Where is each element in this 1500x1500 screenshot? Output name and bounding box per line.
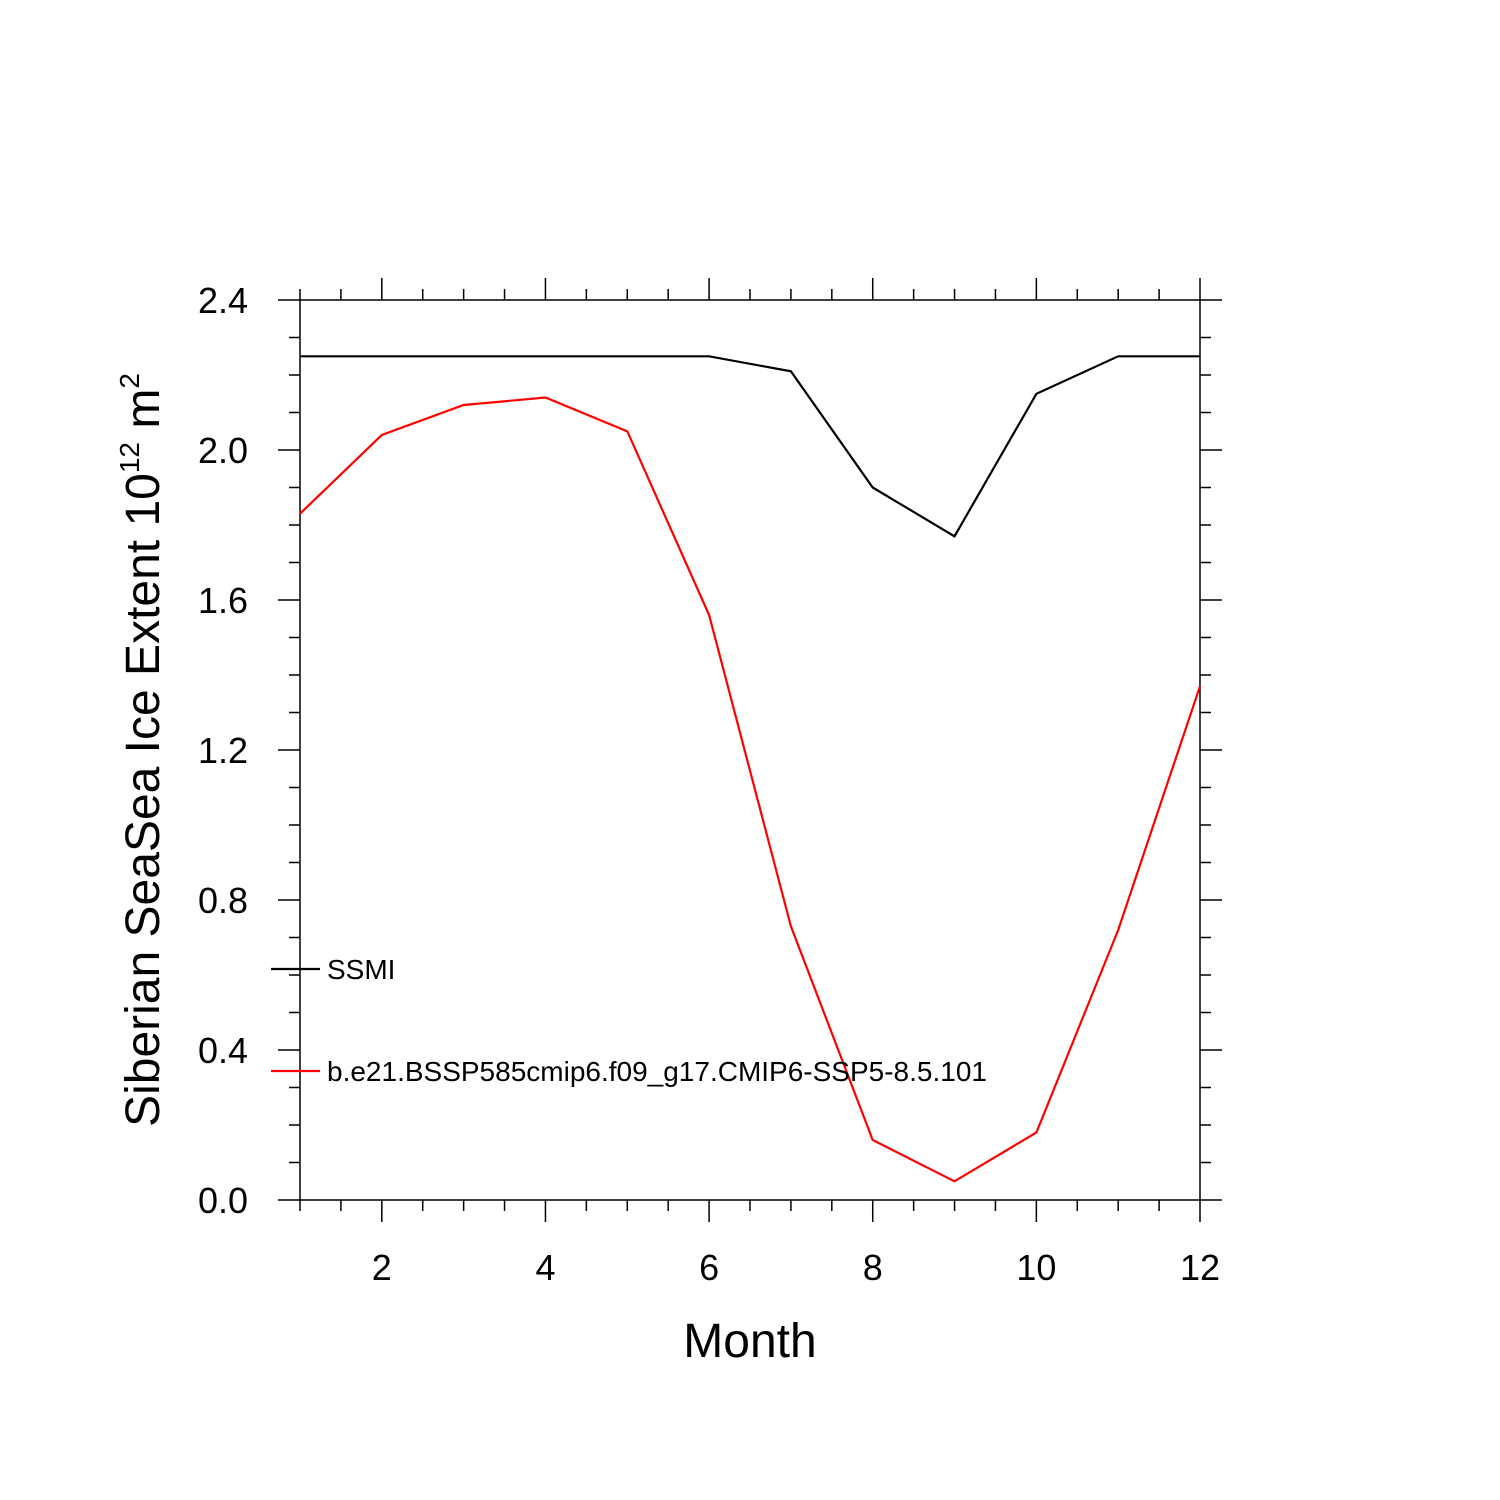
x-tick-label: 6: [699, 1247, 719, 1288]
x-tick-label: 10: [1016, 1247, 1056, 1288]
series-layer: [299, 355, 1202, 1183]
y-tick-label: 0.8: [198, 880, 248, 921]
x-tick-label: 8: [863, 1247, 883, 1288]
x-tick-label: 4: [535, 1247, 555, 1288]
y-tick-label: 1.6: [198, 580, 248, 621]
y-axis-title-unit: m: [117, 389, 170, 442]
x-axis: 2 4 6 8 10 12: [299, 278, 1220, 1288]
x-tick-label: 2: [372, 1247, 392, 1288]
y-tick-label: 0.4: [198, 1030, 248, 1071]
y-axis-title-unit-exponent: 2: [114, 373, 145, 389]
y-axis-title-main: Siberian SeaSea Ice Extent 10: [117, 473, 170, 1127]
x-axis-title: Month: [683, 1315, 816, 1368]
y-axis-title-exponent: 12: [114, 442, 145, 473]
y-tick-label: 1.2: [198, 730, 248, 771]
legend-label: SSMI: [327, 954, 395, 985]
y-tick-label: 0.0: [198, 1180, 248, 1221]
series-line-ssmi: [300, 355, 1200, 538]
y-tick-label: 2.4: [198, 280, 248, 321]
y-tick-label: 2.0: [198, 430, 248, 471]
y-axis-title: Siberian SeaSea Ice Extent 1012 m2: [114, 373, 170, 1127]
y-axis: 0.0 0.4 0.8 1.2 1.6 2.0 2.4: [198, 280, 1222, 1221]
legend-label: b.e21.BSSP585cmip6.f09_g17.CMIP6-SSP5-8.…: [327, 1056, 987, 1087]
legend: SSMI b.e21.BSSP585cmip6.f09_g17.CMIP6-SSP…: [271, 954, 987, 1087]
x-tick-label: 12: [1180, 1247, 1220, 1288]
series-line-model: [299, 396, 1202, 1183]
